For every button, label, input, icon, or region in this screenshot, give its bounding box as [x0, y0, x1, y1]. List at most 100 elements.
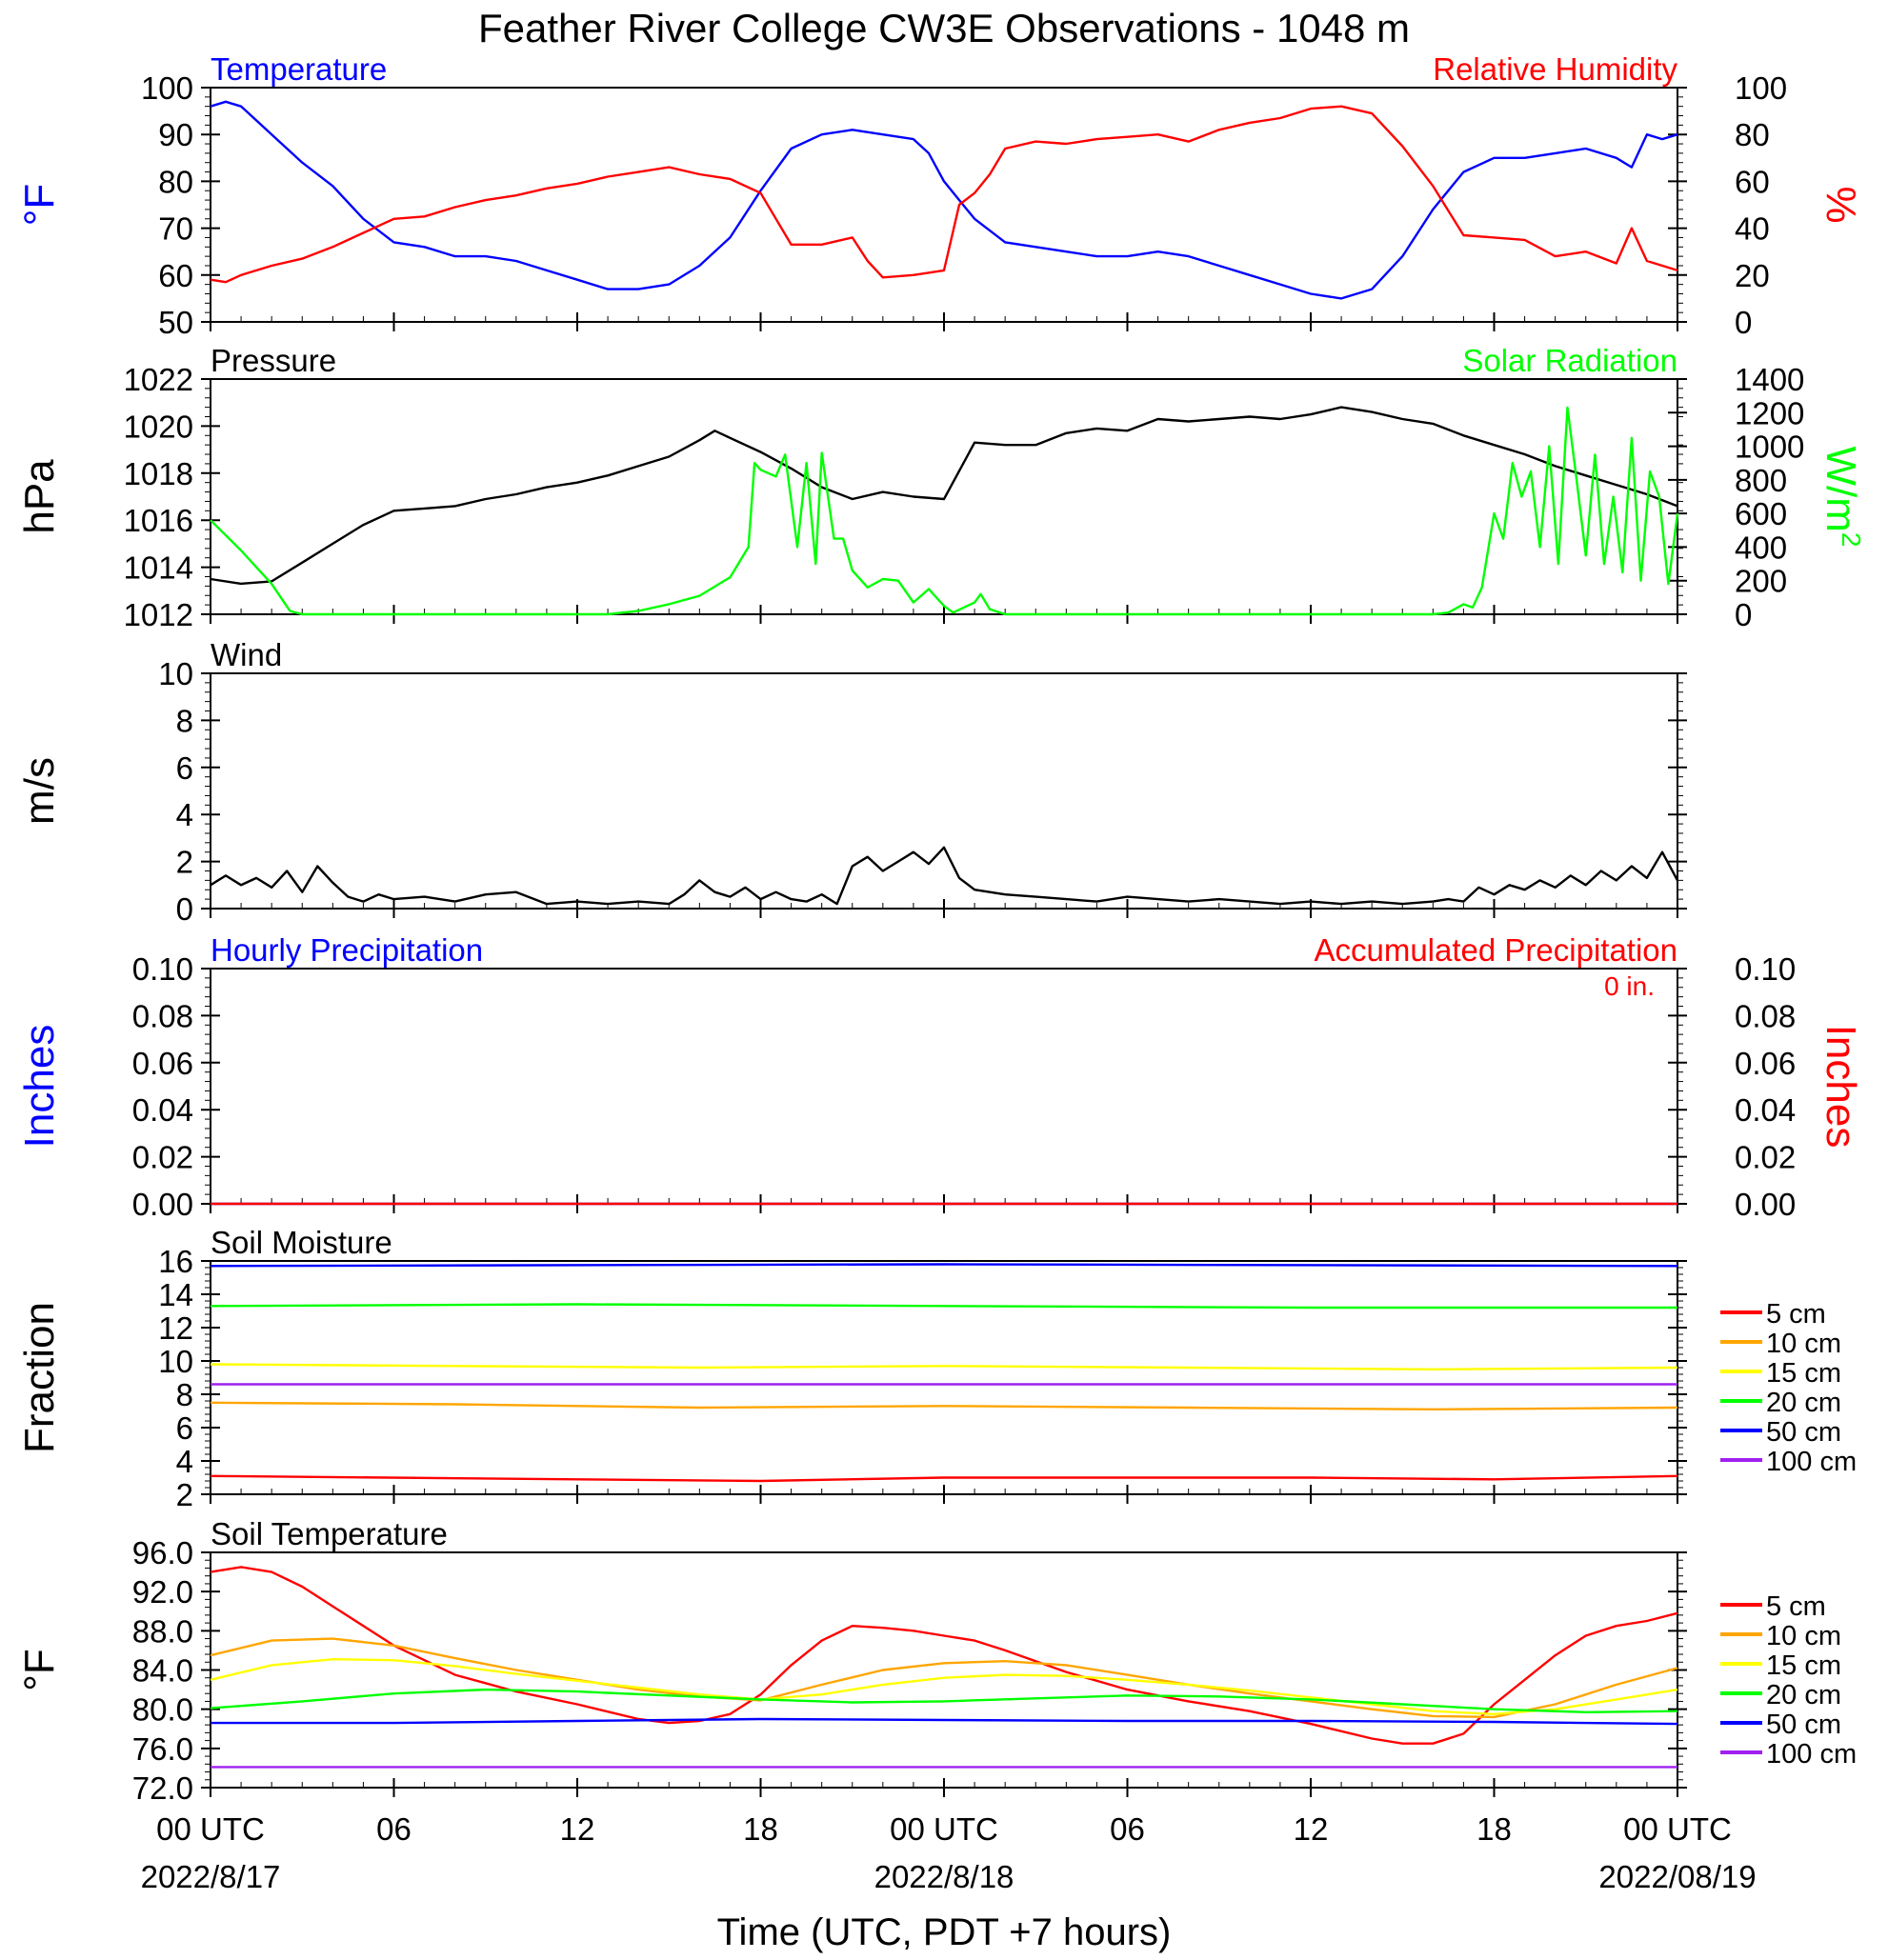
y-right-tick-label: 1400	[1735, 362, 1804, 397]
y-tick-label: 0	[176, 891, 193, 927]
left-unit-label: hPa	[16, 459, 63, 534]
panel-frame	[210, 1551, 1678, 1789]
y-right-tick-label: 20	[1735, 258, 1770, 293]
panel-left-title: Wind	[211, 637, 282, 672]
y-tick-label: 12	[158, 1310, 193, 1346]
y-right-tick-label: 0.04	[1735, 1092, 1796, 1128]
y-tick-label: 16	[158, 1244, 193, 1279]
right-unit-label: W/m2	[1818, 447, 1866, 548]
panel-left-title: Hourly Precipitation	[211, 932, 483, 968]
y-tick-label: 76.0	[132, 1731, 193, 1767]
x-date-label: 2022/8/18	[874, 1859, 1014, 1894]
y-right-tick-label: 60	[1735, 164, 1770, 199]
y-tick-label: 50	[158, 305, 193, 340]
panel-soil_temp: 72.076.080.084.0 88.092.0 96.0 Soil Tempera…	[16, 1516, 1857, 1806]
y-tick-label: 2	[176, 1477, 193, 1512]
y-right-tick-label: 100	[1735, 70, 1787, 106]
legend-label: 20 cm	[1766, 1680, 1841, 1710]
right-unit-label: %	[1818, 186, 1864, 223]
legend-label: 10 cm	[1766, 1329, 1841, 1359]
series-line-wind-0	[210, 846, 1679, 906]
x-date-label: 2022/8/17	[141, 1859, 281, 1894]
x-tick-label: 06	[376, 1811, 412, 1847]
y-tick-label: 1014	[124, 550, 193, 586]
y-tick-label: 0.02	[132, 1140, 193, 1175]
legend-label: 100 cm	[1766, 1739, 1857, 1770]
legend-label: 15 cm	[1766, 1650, 1841, 1681]
series-line-temp_rh-0	[210, 100, 1678, 300]
y-tick-label: 80.0	[132, 1692, 193, 1728]
y-right-tick-label: 40	[1735, 211, 1770, 247]
x-tick-label: 18	[743, 1811, 778, 1847]
x-tick-label: 06	[1110, 1811, 1145, 1847]
panel-temp_rh: 50 60 70 80 90 100 0 20 40 60 80 100 Temperature Rela…	[16, 51, 1864, 340]
series-line-soil_temp-3	[210, 1688, 1678, 1714]
panel-left-title: Soil Temperature	[211, 1516, 448, 1551]
left-unit-label: Inches	[16, 1025, 63, 1149]
panel-frame	[210, 87, 1678, 323]
series-line-temp_rh-1	[210, 105, 1678, 284]
series-line-soil_moisture-0	[210, 1474, 1678, 1483]
x-date-label: 2022/08/19	[1598, 1859, 1756, 1894]
panel-pressure_solar: 1012 1014 1016 1018 1020 1022 0200400600800100…	[16, 343, 1866, 632]
panel-right-title: Relative Humidity	[1433, 51, 1677, 87]
left-unit-label: °F	[16, 184, 63, 226]
panel-frame	[210, 968, 1678, 1205]
y-right-tick-label: 0	[1735, 597, 1752, 632]
x-tick-label: 12	[560, 1811, 595, 1847]
y-right-tick-label: 0.08	[1735, 998, 1796, 1033]
y-tick-label: 72.0	[132, 1770, 193, 1806]
y-tick-label: 80	[158, 164, 193, 199]
y-tick-label: 8	[176, 703, 193, 738]
y-tick-label: 90	[158, 117, 193, 152]
series-line-soil_temp-4	[211, 1717, 1678, 1726]
y-tick-label: 1018	[124, 456, 193, 491]
y-tick-label: 88.0	[132, 1613, 193, 1649]
y-tick-label: 6	[176, 750, 193, 786]
time-axis-labels: 00 UTC 06 12 18 00 UTC 06 12 18 00 UTC 2022/8/17 2…	[141, 1811, 1757, 1894]
panel-right-title: Solar Radiation	[1462, 343, 1677, 378]
y-right-tick-label: 1000	[1735, 430, 1804, 465]
legend-label: 20 cm	[1766, 1388, 1841, 1418]
y-tick-label: 4	[176, 1444, 193, 1479]
y-tick-label: 96.0	[132, 1535, 193, 1570]
x-tick-label: 18	[1476, 1811, 1512, 1847]
series-line-soil_moisture-4	[210, 1263, 1678, 1268]
y-tick-label: 84.0	[132, 1653, 193, 1689]
x-tick-label: 00 UTC	[1623, 1811, 1732, 1847]
left-unit-label: Fraction	[16, 1302, 63, 1453]
y-right-tick-label: 200	[1735, 564, 1787, 599]
y-tick-label: 6	[176, 1410, 193, 1446]
panel-right-title: Accumulated Precipitation	[1314, 932, 1677, 968]
panel-left-title: Pressure	[211, 343, 336, 378]
legend-label: 15 cm	[1766, 1358, 1841, 1389]
panel-left-title: Temperature	[211, 51, 387, 87]
y-right-tick-label: 0.02	[1735, 1140, 1796, 1175]
panel-precip: 0.00 0.02 0.04 0.06 0.08 0.10 0.00 0.02 0.04 0.06…	[16, 932, 1864, 1222]
y-right-tick-label: 0.06	[1735, 1046, 1796, 1081]
legend-label: 5 cm	[1766, 1299, 1826, 1330]
legend-label: 50 cm	[1766, 1417, 1841, 1448]
y-tick-label: 10	[158, 656, 193, 691]
right-unit-label: Inches	[1818, 1025, 1864, 1149]
panel-wind: 0 2 4 6 8 10 Wind m/s	[16, 637, 1687, 927]
figure-title: Feather River College CW3E Observations …	[478, 6, 1410, 50]
y-tick-label: 2	[176, 845, 193, 880]
series-line-soil_moisture-1	[210, 1401, 1678, 1411]
y-tick-label: 0.00	[132, 1187, 193, 1222]
y-tick-label: 0.08	[132, 998, 193, 1033]
series-line-soil_temp-1	[210, 1637, 1678, 1719]
y-tick-label: 8	[176, 1377, 193, 1412]
x-axis-title: Time (UTC, PDT +7 hours)	[717, 1911, 1172, 1953]
panel-frame	[210, 672, 1678, 910]
y-tick-label: 1012	[124, 597, 193, 632]
y-tick-label: 1020	[124, 409, 193, 444]
y-right-tick-label: 0.10	[1735, 951, 1796, 987]
series-line-pressure_solar-0	[210, 406, 1678, 586]
series-line-soil_temp-2	[210, 1657, 1678, 1716]
y-tick-label: 0.10	[132, 951, 193, 987]
y-tick-label: 92.0	[132, 1574, 193, 1610]
y-right-tick-label: 400	[1735, 530, 1787, 565]
